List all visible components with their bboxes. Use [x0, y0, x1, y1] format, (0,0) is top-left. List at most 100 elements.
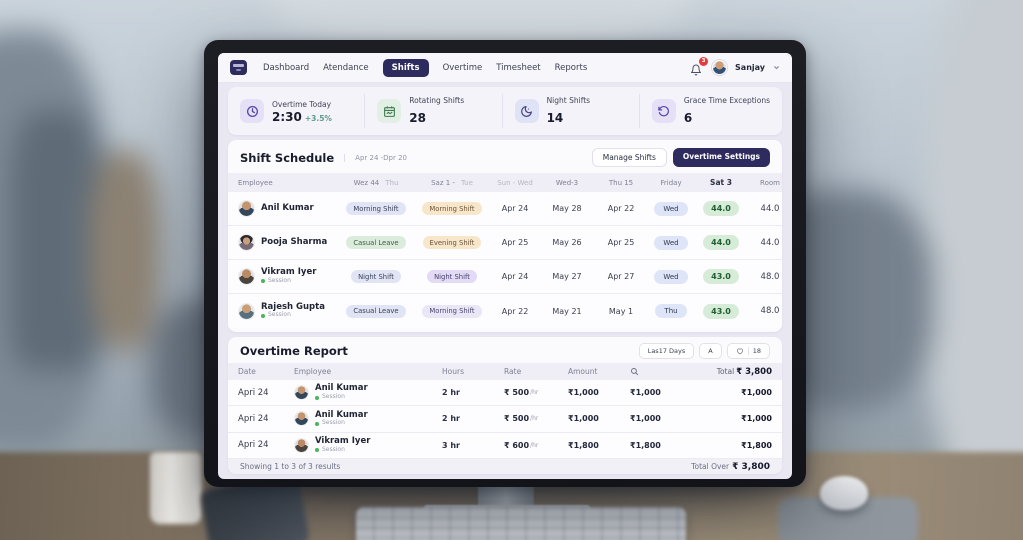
room-value: 44.0 [760, 237, 780, 248]
nav-item-dashboard[interactable]: Dashboard [263, 62, 310, 73]
blurred-figure [10, 110, 100, 370]
day-badge: Wed [654, 201, 688, 216]
stat-label: Overtime Today [272, 99, 332, 109]
nav-menu: Dashboard Atendance Shifts Overtime Time… [263, 58, 588, 77]
avatar [238, 302, 255, 320]
avatar [294, 385, 309, 401]
table-row[interactable]: Apri 24 Anil Kumar Session 2 hr ₹ 500/hr… [228, 380, 782, 407]
stat-value: 14 [546, 111, 564, 125]
nav-item-reports[interactable]: Reports [554, 62, 588, 73]
chevron-down-icon[interactable] [773, 64, 780, 71]
session-status: Session [315, 446, 370, 454]
shift-badge: Morning Shift [346, 202, 406, 215]
nav-item-shifts[interactable]: Shifts [382, 58, 429, 77]
favorites-count: 18 [752, 347, 761, 355]
session-dot [261, 279, 265, 284]
col-employee[interactable]: Employee [294, 367, 332, 376]
col-4[interactable]: Sun - Wed [497, 178, 533, 187]
col-5[interactable]: Wed-3 [555, 178, 579, 187]
table-row[interactable]: Rajesh Gupta Session Casual Leave Mornin… [228, 294, 782, 328]
overtime-report-header: Overtime Report Las17 Days A 18 [228, 337, 782, 363]
overtime-table-header: Date Employee Hours Rate Amount Total ₹ 3… [228, 363, 782, 380]
stat-value: 28 [409, 111, 426, 125]
amount-cell: ₹1,000 [568, 414, 599, 424]
stat-value: 2:30 [272, 109, 302, 124]
stat-rotating-shifts: Rotating Shifts 28 [365, 94, 503, 128]
coffee-cup [150, 452, 202, 524]
table-row[interactable]: Apri 24 Anil Kumar Session 2 hr ₹ 500/hr… [228, 406, 782, 433]
hours-cell: 3 hr [442, 440, 460, 450]
nav-item-timesheet[interactable]: Timesheet [496, 62, 541, 73]
rate-cell: ₹ 500/hr [504, 414, 539, 424]
table-row[interactable]: Vikram Iyer Session Night Shift Night Sh… [228, 260, 782, 294]
hours-badge: 43.0 [703, 269, 739, 284]
search-cell [630, 367, 702, 376]
app-logo-icon[interactable] [230, 60, 247, 75]
user-avatar[interactable] [712, 60, 728, 75]
col-hours[interactable]: Hours [442, 367, 464, 376]
session-dot [315, 395, 319, 400]
overtime-settings-button[interactable]: Overtime Settings [672, 148, 770, 167]
keyboard [356, 507, 686, 540]
amount-total-cell: ₹1,000 [741, 414, 772, 424]
col-rate[interactable]: Rate [504, 367, 522, 376]
day-badge: Thu [655, 304, 687, 318]
amount-cell: ₹1,800 [630, 440, 661, 450]
stat-overtime-today: Overtime Today 2:30 +3.5% [228, 94, 366, 128]
table-row[interactable]: Anil Kumar Morning Shift Morning Shift A… [228, 192, 782, 226]
amount-total-cell: ₹1,000 [741, 388, 772, 398]
col-6[interactable]: Thu 15 [608, 178, 634, 187]
date-cell: Apr 22 [501, 306, 529, 316]
employee-name: Vikram Iyer [315, 435, 371, 446]
employee-name: Vikram Iyer [261, 267, 317, 278]
search-icon[interactable] [630, 367, 639, 376]
col-7[interactable]: Friday [660, 178, 682, 187]
avatar [294, 437, 309, 453]
col-9[interactable]: Room [760, 178, 780, 187]
manage-shifts-button[interactable]: Manage Shifts [591, 148, 667, 167]
calendar-icon [377, 99, 402, 123]
amount-cell: ₹1,000 [630, 388, 661, 398]
room-value: 48.0 [760, 271, 780, 282]
shift-badge: Night Shift [427, 270, 477, 283]
employee-name: Anil Kumar [315, 409, 368, 420]
stat-label: Rotating Shifts [409, 96, 465, 105]
col-3[interactable]: Saz 1 - Tue [431, 178, 473, 187]
col-amount[interactable]: Amount [568, 367, 598, 376]
employee-name: Rajesh Gupta [261, 301, 325, 312]
date-range[interactable]: Apr 24 -Dpr 20 [344, 153, 407, 162]
stat-grace-time: Grace Time Exceptions 6 [640, 94, 782, 128]
date-cell: May 27 [552, 272, 582, 281]
overtime-report-card: Overtime Report Las17 Days A 18 [228, 337, 782, 474]
date-cell: Apri 24 [238, 413, 269, 424]
stats-bar: Overtime Today 2:30 +3.5% Rotating [228, 87, 782, 135]
results-summary: Showing 1 to 3 of 3 results [240, 462, 341, 471]
col-date[interactable]: Date [238, 367, 256, 376]
nav-item-attendance[interactable]: Atendance [323, 62, 369, 73]
shift-badge: Casual Leave [346, 304, 406, 318]
bell-icon[interactable]: 3 [690, 56, 709, 75]
col-2[interactable]: Wez 44 Thu [353, 178, 399, 187]
date-filter-button[interactable]: Las17 Days [638, 343, 695, 359]
stat-delta: +3.5% [304, 113, 332, 123]
col-employee[interactable]: Employee [238, 178, 273, 187]
room-value: 44.0 [760, 203, 780, 214]
mouse [820, 476, 868, 510]
col-8[interactable]: Sat 3 [710, 178, 732, 187]
hours-badge: 44.0 [703, 235, 739, 250]
date-cell: Apr 22 [607, 204, 635, 213]
session-dot [261, 313, 265, 318]
table-row[interactable]: Pooja Sharma Casual Leave Evening Shift … [228, 226, 782, 260]
grand-total: Total Over ₹ 3,800 [691, 461, 770, 472]
user-name[interactable]: Sanjay [735, 63, 765, 72]
a-filter-button[interactable]: A [699, 343, 722, 359]
nav-item-overtime[interactable]: Overtime [442, 62, 483, 73]
hours-badge: 43.0 [703, 303, 739, 319]
report-footer: Showing 1 to 3 of 3 results Total Over ₹… [228, 459, 782, 474]
amount-cell: ₹1,000 [568, 388, 599, 398]
favorites-button[interactable]: 18 [726, 343, 770, 359]
shift-badge: Morning Shift [422, 304, 482, 318]
stat-value: 6 [683, 111, 693, 125]
table-row[interactable]: Apri 24 Vikram Iyer Session 3 hr ₹ 600/h… [228, 432, 782, 459]
